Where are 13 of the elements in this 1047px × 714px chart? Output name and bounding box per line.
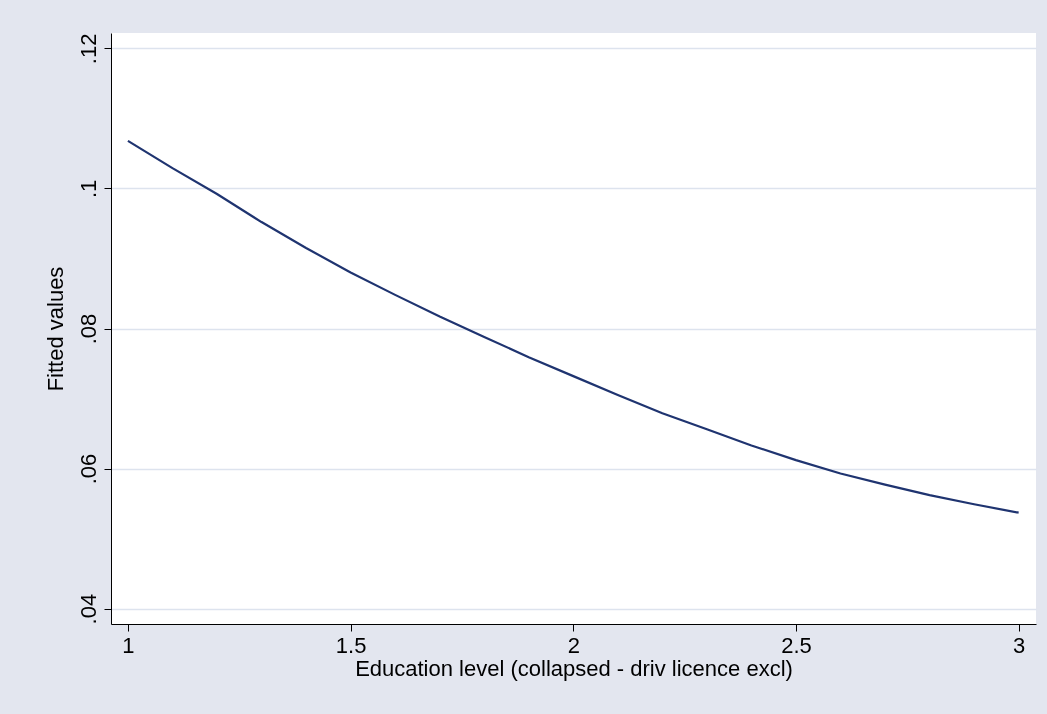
line-series xyxy=(126,139,1020,514)
y-tick-label: .04 xyxy=(75,593,101,625)
x-tick-label: 2.5 xyxy=(781,632,812,658)
x-tick-label: 1 xyxy=(122,632,135,658)
y-tick-label: .06 xyxy=(75,453,101,485)
y-axis-title: Fitted values xyxy=(42,266,68,392)
y-tick-label: .1 xyxy=(75,179,101,199)
x-tick-label: 3 xyxy=(1013,632,1026,658)
y-tick-label: .08 xyxy=(75,313,101,345)
x-tick-label: 1.5 xyxy=(335,632,367,658)
x-tick-label: 2 xyxy=(567,632,580,658)
x-axis-title: Education level (collapsed - driv licence excl) xyxy=(355,655,793,681)
y-tick-label: .12 xyxy=(75,33,101,65)
